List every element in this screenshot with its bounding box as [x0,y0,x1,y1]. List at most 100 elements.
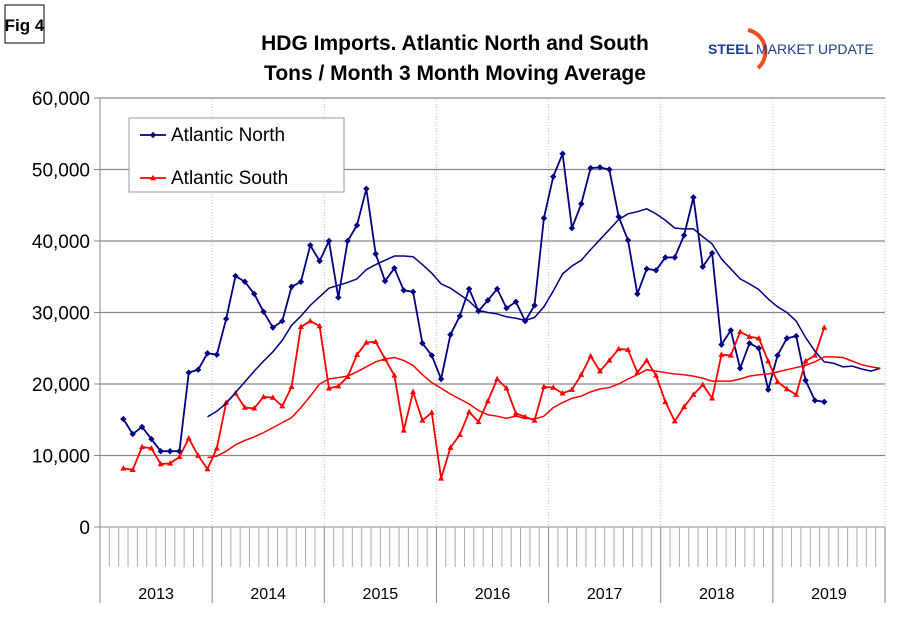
data-point-diamond [559,150,566,157]
data-point-triangle [578,371,585,377]
data-point-triangle [438,475,445,481]
data-point-triangle [568,386,575,392]
data-point-triangle [540,383,547,390]
chart-title-line-1: HDG Imports. Atlantic North and South [261,32,649,55]
data-point-diamond [512,298,520,305]
data-point-diamond [596,164,604,171]
data-point-diamond [503,305,510,312]
data-point-diamond [232,272,239,280]
data-point-triangle [765,357,772,364]
data-point-triangle [372,338,379,345]
y-tick-label: 60,000 [32,89,90,110]
data-point-triangle [428,409,435,415]
data-point-diamond [381,277,389,285]
data-point-diamond [166,448,174,455]
data-point-triangle [325,385,332,391]
data-point-diamond [372,250,379,258]
data-point-triangle [643,357,650,363]
data-point-triangle [157,460,164,467]
y-tick-label: 10,000 [32,447,90,468]
data-point-diamond [129,430,136,438]
data-point-triangle [176,453,183,460]
fig-label-box [4,4,45,44]
data-point-diamond [811,397,819,404]
data-point-diamond [615,213,622,220]
data-point-diamond [194,366,202,373]
data-point-triangle [391,372,398,378]
series-line-atlantic-north [122,150,825,453]
data-point-triangle [484,397,491,404]
data-point-triangle [699,381,706,387]
data-point-diamond [568,224,576,232]
data-point-diamond [428,352,435,359]
data-point-triangle [288,383,295,390]
data-point-triangle [653,372,660,378]
x-year-label: 2013 [138,586,174,603]
data-point-triangle [821,324,828,330]
data-point-diamond [456,312,463,320]
data-point-diamond [587,164,594,172]
data-point-diamond [335,294,342,301]
data-point-diamond [138,423,146,431]
data-point-diamond [288,283,295,290]
data-point-triangle [783,385,790,392]
data-point-triangle [494,375,501,382]
data-point-triangle [793,391,800,397]
data-point-triangle [625,346,632,352]
data-point-triangle [466,408,473,415]
data-point-triangle [811,352,818,358]
data-point-diamond [764,386,772,393]
data-point-diamond [680,232,688,239]
data-point-triangle [129,466,136,472]
data-point-triangle [718,351,725,357]
data-point-triangle [260,393,267,400]
data-point-triangle [737,328,744,335]
data-point-diamond [307,242,314,249]
data-point-triangle [297,323,304,329]
data-point-triangle [353,351,360,357]
data-point-diamond [241,278,249,285]
data-point-diamond [755,345,763,352]
data-point-diamond [493,285,501,293]
data-point-diamond [157,448,164,455]
data-point-diamond [484,297,492,304]
data-point-triangle [223,399,230,405]
data-point-diamond [279,317,286,325]
data-point-diamond [447,331,454,338]
data-point-triangle [671,417,678,424]
y-tick-label: 0 [79,518,90,539]
data-point-triangle [475,418,482,425]
data-point-diamond [531,302,538,309]
data-point-triangle [204,465,211,472]
data-point-diamond [120,415,127,423]
data-point-diamond [774,352,781,359]
legend-box [128,117,345,193]
data-point-triangle [279,402,286,409]
data-point-triangle [802,357,809,364]
data-point-triangle [195,452,202,458]
data-point-triangle [690,391,697,397]
data-point-diamond [736,365,744,372]
data-point-diamond [634,290,641,298]
x-axis: 2013 2014 2015 2016 2017 2018 2019 [100,526,886,603]
data-point-triangle [606,357,613,363]
data-point-diamond [793,332,800,340]
logo-steel: STEEL [708,41,754,57]
data-point-triangle [755,335,762,341]
data-point-triangle [213,445,220,451]
steel-market-update-logo: STEEL MARKET UPDATE [708,28,874,70]
data-point-diamond [391,264,398,272]
logo-market-update: MARKET UPDATE [756,41,874,57]
x-year-label: 2019 [811,586,847,603]
data-point-triangle [662,398,669,405]
data-point-diamond [419,340,426,347]
data-point-diamond [204,350,211,357]
data-point-triangle [241,404,248,410]
data-point-triangle [419,417,426,423]
data-point-diamond [802,377,809,384]
x-year-label: 2016 [475,586,511,603]
data-point-triangle [447,444,454,450]
data-point-diamond [727,327,735,334]
data-point-triangle [709,395,716,401]
